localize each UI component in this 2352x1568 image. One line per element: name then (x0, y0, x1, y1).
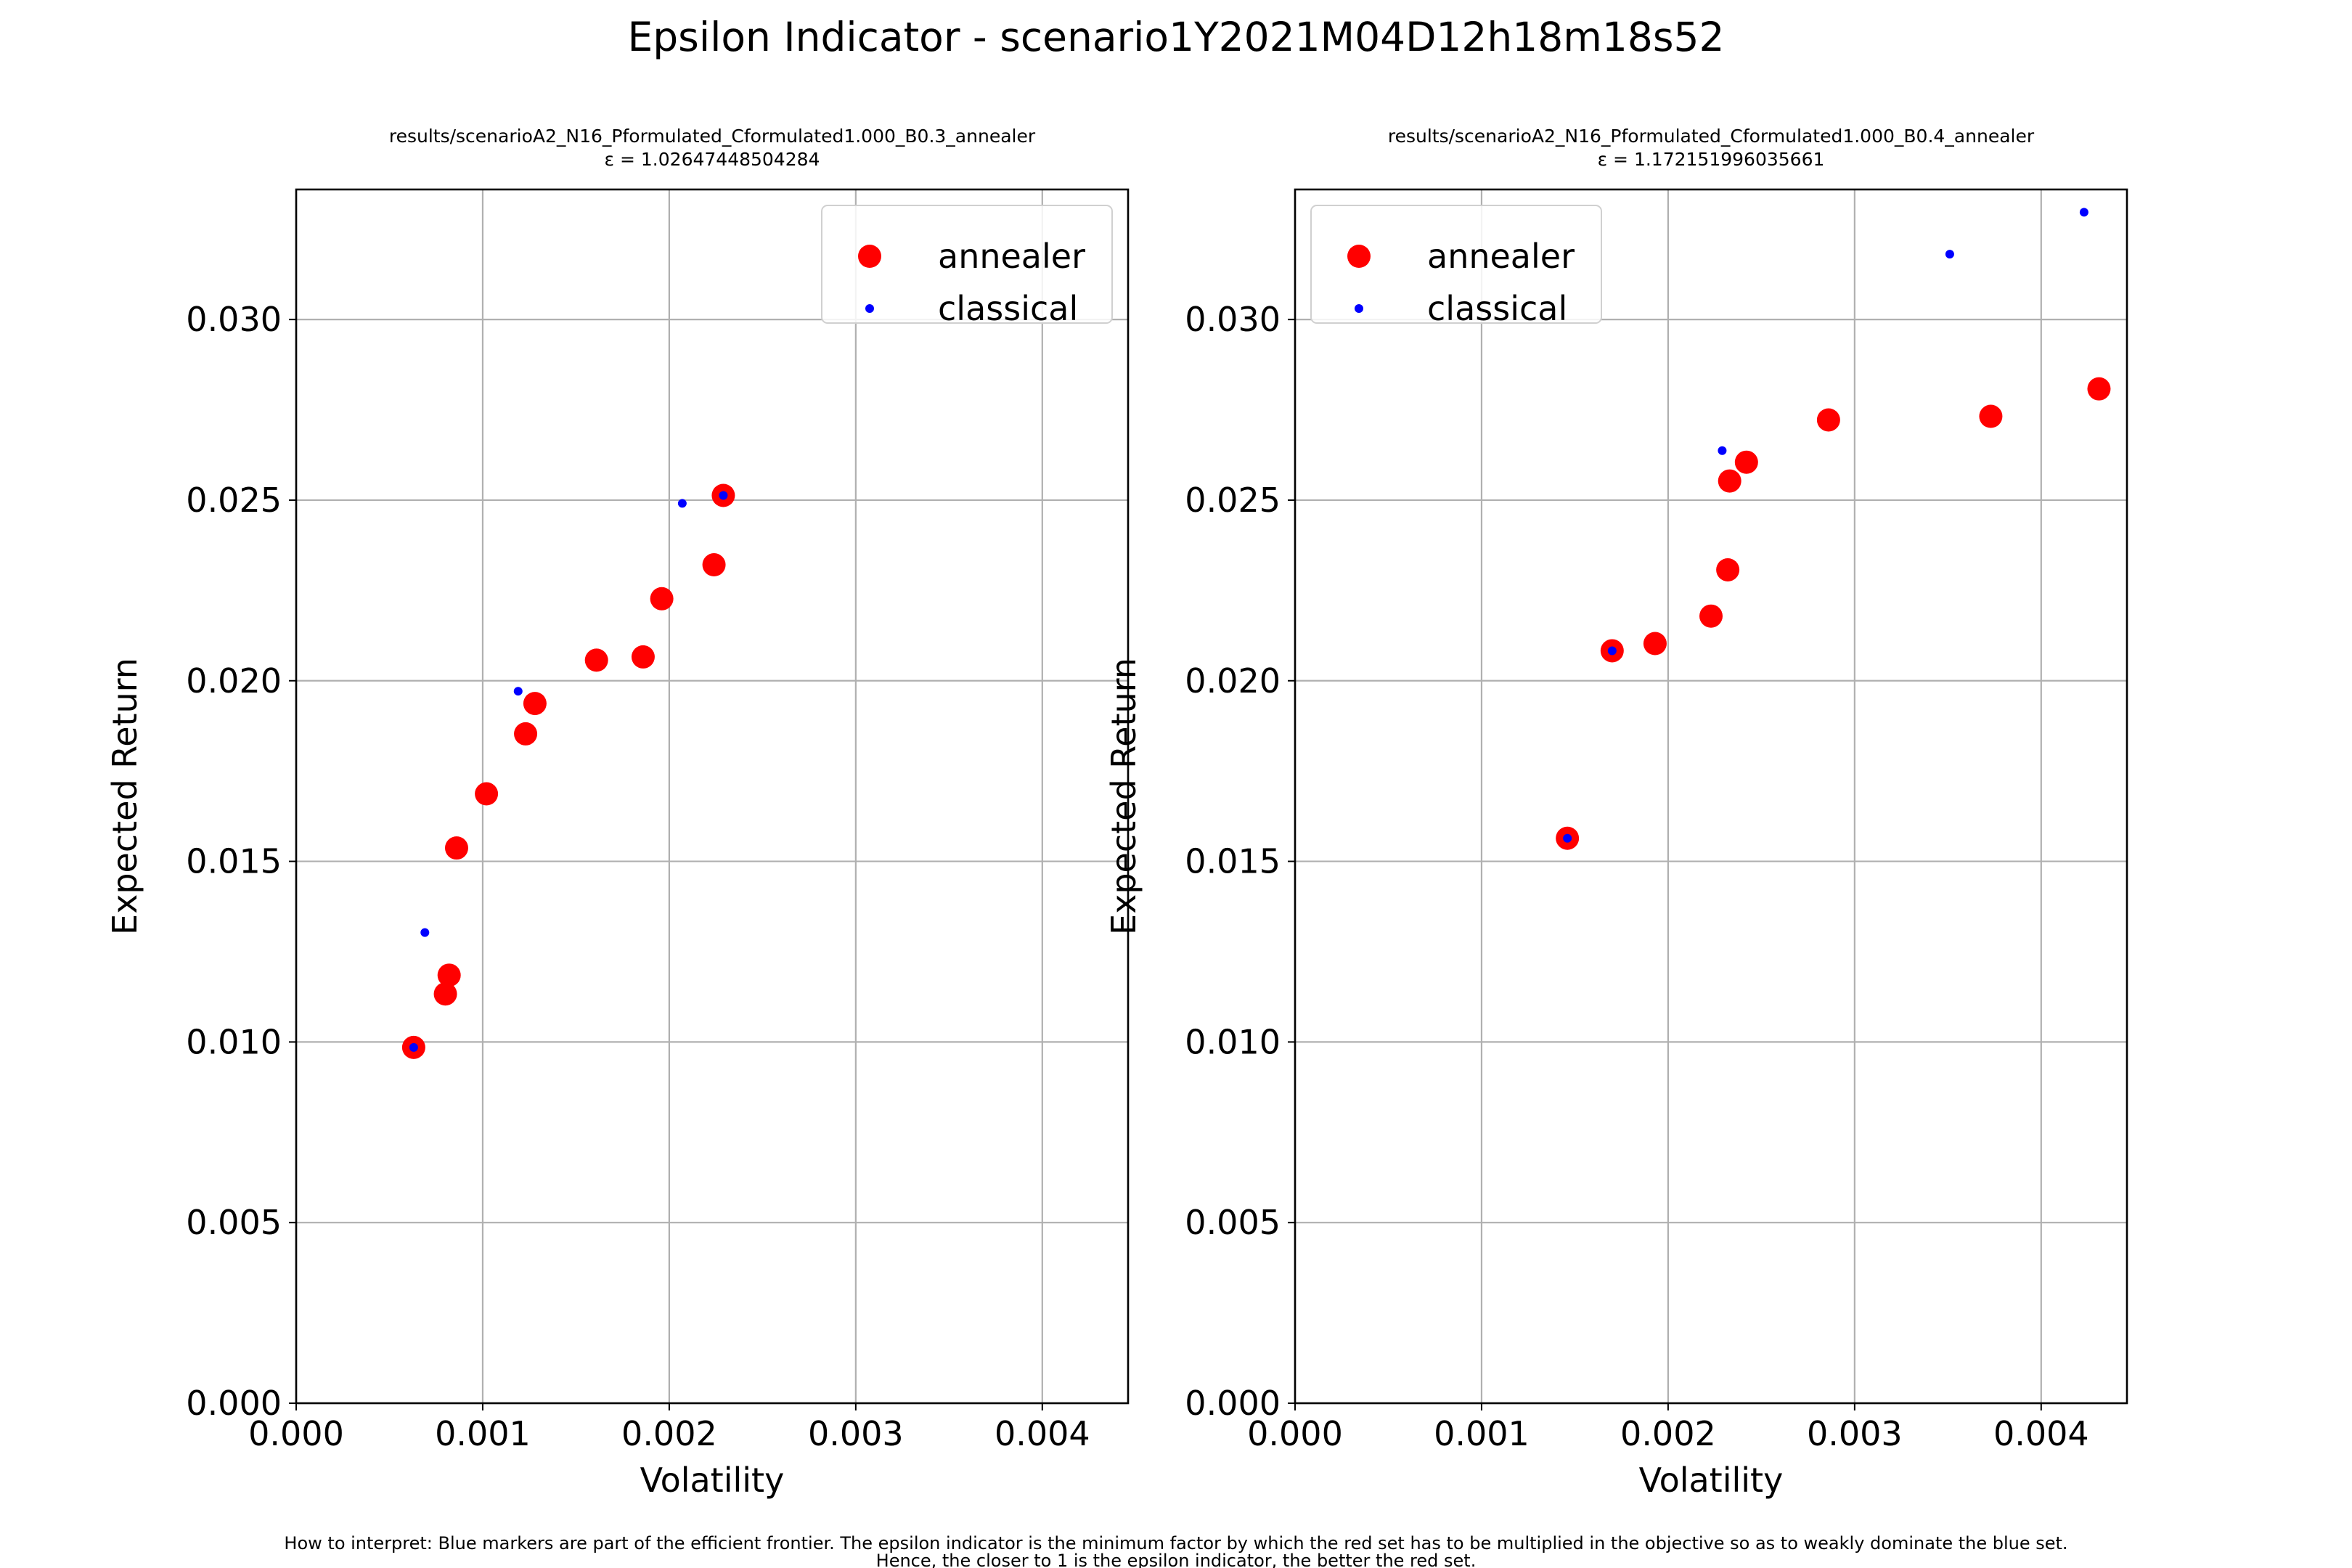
annealer-point (2087, 377, 2111, 401)
interpretation-note-line2: Hence, the closer to 1 is the epsilon in… (876, 1551, 1477, 1568)
legend-annealer-label: annealer (938, 237, 1085, 276)
right-scatter-chart: results/scenarioA2_N16_Pformulated_Cform… (1104, 126, 2128, 1500)
y-tick-label: 0.025 (186, 481, 282, 520)
annealer-point (523, 692, 547, 716)
annealer-point (1718, 469, 1741, 493)
figure-title: Epsilon Indicator - scenario1Y2021M04D12… (628, 14, 1725, 60)
annealer-point (444, 836, 468, 860)
y-tick-label: 0.030 (1185, 300, 1281, 339)
y-tick-label: 0.020 (186, 661, 282, 701)
x-tick-label: 0.001 (1434, 1414, 1530, 1453)
annealer-point (1643, 632, 1667, 656)
left-legend: annealer classical (821, 205, 1113, 328)
annealer-point (1716, 558, 1740, 581)
legend-box (1310, 205, 1602, 324)
left-y-axis-label: Expected Return (105, 658, 144, 935)
y-tick-label: 0.005 (186, 1203, 282, 1242)
right-grid (1294, 189, 2127, 1405)
y-tick-label: 0.015 (1185, 842, 1281, 881)
annealer-point (584, 648, 608, 672)
x-tick-label: 0.002 (621, 1414, 717, 1453)
x-tick-label: 0.000 (1247, 1414, 1343, 1453)
legend-classical-label: classical (938, 289, 1078, 328)
y-tick-label: 0.005 (1185, 1203, 1281, 1242)
left-axes-frame (295, 188, 1130, 1405)
classical-point (1718, 446, 1727, 455)
classical-point (1563, 833, 1572, 843)
annealer-point (1816, 408, 1840, 432)
annealer-point (702, 553, 726, 577)
left-chart-epsilon-value: ε = 1.02647448504284 (605, 149, 820, 170)
x-tick-label: 0.000 (248, 1414, 344, 1453)
classical-point (677, 499, 687, 508)
annealer-point (631, 645, 655, 669)
left-annealer-series (401, 483, 735, 1059)
x-tick-label: 0.003 (808, 1414, 904, 1453)
right-annealer-series (1556, 377, 2111, 850)
legend-annealer-marker (1347, 245, 1371, 268)
legend-annealer-marker (858, 245, 881, 268)
y-tick-label: 0.030 (186, 300, 282, 339)
x-tick-label: 0.004 (1993, 1414, 2089, 1453)
annealer-point (437, 963, 461, 987)
left-scatter-chart: results/scenarioA2_N16_Pformulated_Cform… (105, 126, 1130, 1500)
y-tick-label: 0.000 (186, 1384, 282, 1423)
x-tick-label: 0.003 (1807, 1414, 1903, 1453)
legend-classical-marker (1355, 304, 1363, 313)
left-classical-series (409, 491, 728, 1052)
annealer-point (433, 982, 457, 1006)
right-y-axis-label: Expected Return (1104, 658, 1143, 935)
classical-point (2079, 208, 2088, 217)
right-chart-title-line1: results/scenarioA2_N16_Pformulated_Cform… (1388, 126, 2035, 147)
x-tick-label: 0.004 (995, 1414, 1090, 1453)
annealer-point (1979, 404, 2003, 428)
right-chart-epsilon-value: ε = 1.172151996035661 (1598, 149, 1825, 170)
legend-classical-label: classical (1427, 289, 1567, 328)
right-legend: annealer classical (1310, 205, 1602, 328)
legend-classical-marker (865, 304, 874, 313)
legend-box (821, 205, 1113, 324)
legend-annealer-label: annealer (1427, 237, 1575, 276)
x-tick-label: 0.002 (1620, 1414, 1716, 1453)
y-tick-label: 0.015 (186, 842, 282, 881)
interpretation-note-line1: How to interpret: Blue markers are part … (284, 1533, 2067, 1553)
annealer-point (1699, 604, 1723, 628)
classical-point (1945, 250, 1954, 259)
classical-point (409, 1042, 418, 1052)
annealer-point (475, 782, 499, 806)
y-tick-label: 0.010 (1185, 1022, 1281, 1061)
classical-point (1607, 646, 1617, 656)
right-classical-series (1563, 208, 2088, 843)
y-tick-label: 0.010 (186, 1022, 282, 1061)
y-tick-label: 0.000 (1185, 1384, 1281, 1423)
annealer-point (514, 722, 538, 746)
left-chart-title-line1: results/scenarioA2_N16_Pformulated_Cform… (389, 126, 1036, 147)
right-x-axis-label: Volatility (1639, 1461, 1784, 1500)
x-tick-label: 0.001 (435, 1414, 531, 1453)
classical-point (513, 687, 523, 696)
annealer-point (1734, 450, 1758, 474)
left-x-axis-label: Volatility (640, 1461, 785, 1500)
right-axes-frame (1294, 188, 2128, 1405)
y-tick-label: 0.020 (1185, 661, 1281, 701)
annealer-point (650, 587, 674, 611)
y-tick-label: 0.025 (1185, 481, 1281, 520)
classical-point (420, 928, 430, 937)
classical-point (719, 491, 728, 500)
